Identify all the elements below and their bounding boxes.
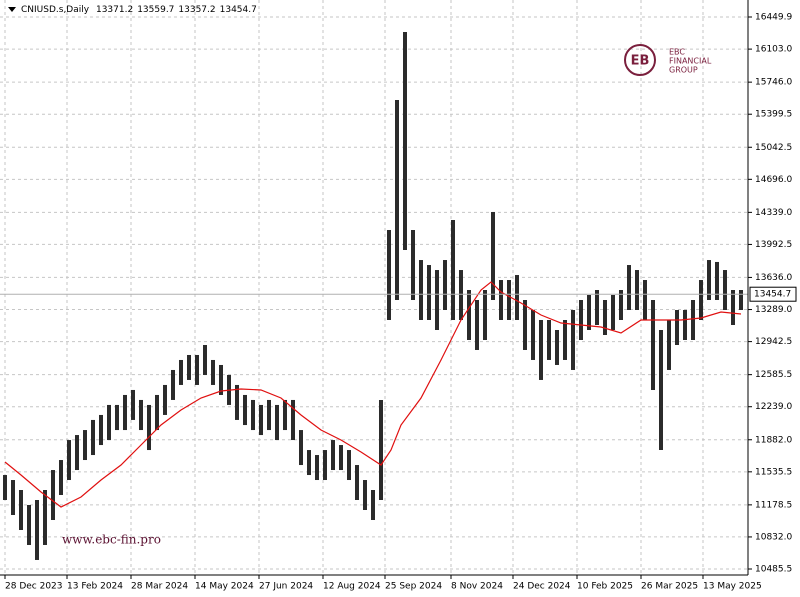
x-tick-label: 12 Aug 2024 bbox=[323, 582, 381, 592]
logo-line1: FINANCIAL bbox=[669, 57, 712, 66]
y-tick-label: 12942.5 bbox=[755, 337, 792, 347]
x-tick-label: 28 Mar 2024 bbox=[131, 582, 188, 592]
y-tick-label: 12585.5 bbox=[755, 370, 792, 380]
logo-ring bbox=[624, 44, 656, 76]
last-price-label: 13454.7 bbox=[754, 290, 791, 300]
y-tick-label: 13992.5 bbox=[755, 240, 792, 250]
moving-average bbox=[4, 281, 742, 508]
y-tick-label: 13289.0 bbox=[755, 305, 792, 315]
watermark: www.ebc-fin.pro bbox=[62, 533, 161, 547]
last-price-box bbox=[749, 286, 797, 302]
chart-title: CNIUSD.s,Daily bbox=[21, 5, 90, 15]
x-tick-label: 25 Sep 2024 bbox=[385, 582, 442, 592]
plot bbox=[0, 31, 748, 560]
header-open: 13371.2 bbox=[95, 5, 134, 15]
y-tick-label: 14339.0 bbox=[755, 208, 792, 218]
y-tick-label: 15042.5 bbox=[755, 143, 792, 153]
logo-line2: GROUP bbox=[669, 66, 698, 75]
y-tick-label: 12239.0 bbox=[755, 402, 792, 412]
y-tick-label: 16103.0 bbox=[755, 45, 792, 55]
x-tick-label: 13 Feb 2024 bbox=[67, 582, 123, 592]
logo-mark: EB bbox=[631, 54, 650, 69]
y-tick-label: 11535.5 bbox=[755, 467, 792, 477]
header-low: 13357.2 bbox=[178, 5, 216, 15]
x-tick-label: 10 Feb 2025 bbox=[577, 582, 633, 592]
header-close: 13454.7 bbox=[219, 5, 257, 15]
x-tick-label: 26 Mar 2025 bbox=[641, 582, 698, 592]
y-tick-label: 14696.0 bbox=[755, 175, 792, 185]
x-tick-label: 14 May 2024 bbox=[195, 582, 254, 592]
chart-header: CNIUSD.s,Daily 13371.2 13559.7 13357.2 1345… bbox=[8, 5, 261, 15]
x-tick-label: 27 Jun 2024 bbox=[259, 582, 313, 592]
x-tick-label: 28 Dec 2023 bbox=[5, 582, 63, 592]
y-tick-label: 11882.0 bbox=[755, 435, 792, 445]
y-tick-label: 16449.9 bbox=[755, 13, 792, 23]
logo-name: EBC bbox=[669, 48, 685, 57]
y-tick-label: 11178.5 bbox=[755, 500, 792, 510]
y-tick-label: 10832.0 bbox=[755, 532, 792, 542]
y-tick-label: 10485.5 bbox=[755, 565, 792, 575]
header-icon bbox=[8, 7, 16, 12]
y-tick-label: 13636.0 bbox=[755, 273, 792, 283]
header-high: 13559.7 bbox=[137, 5, 175, 15]
x-tick-label: 24 Dec 2024 bbox=[513, 582, 571, 592]
x-tick-label: 8 Nov 2024 bbox=[451, 582, 503, 592]
y-tick-label: 15746.0 bbox=[755, 78, 792, 88]
x-tick-label: 13 May 2025 bbox=[703, 582, 762, 592]
y-tick-label: 15399.5 bbox=[755, 110, 792, 120]
logo: EB EBC FINANCIAL GROUP bbox=[624, 44, 712, 76]
